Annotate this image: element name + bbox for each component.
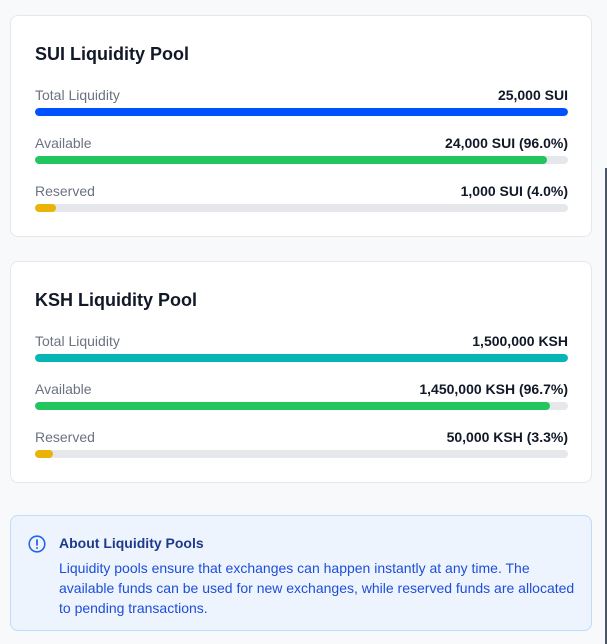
sui-liquidity-pool-card: SUI Liquidity Pool Total Liquidity 25,00…: [10, 15, 592, 237]
row-label: Available: [35, 381, 92, 397]
reserved-row: Reserved 50,000 KSH (3.3%): [35, 429, 568, 458]
reserved-row: Reserved 1,000 SUI (4.0%): [35, 183, 568, 212]
progress-track: [35, 450, 568, 458]
row-value: 25,000 SUI: [497, 87, 568, 103]
pool-title: KSH Liquidity Pool: [35, 290, 197, 310]
progress-track: [35, 354, 568, 362]
progress-track: [35, 156, 568, 164]
ksh-liquidity-pool-card: KSH Liquidity Pool Total Liquidity 1,500…: [10, 261, 592, 483]
row-label: Reserved: [35, 183, 95, 199]
row-label: Reserved: [35, 429, 95, 445]
info-circle-icon: [28, 535, 46, 553]
available-row: Available 24,000 SUI (96.0%): [35, 135, 568, 164]
pool-title: SUI Liquidity Pool: [35, 44, 189, 64]
row-value: 1,450,000 KSH (96.7%): [419, 381, 568, 397]
row-value: 24,000 SUI (96.0%): [445, 135, 568, 151]
scrollbar[interactable]: [605, 168, 607, 644]
progress-fill: [35, 204, 57, 212]
row-label: Total Liquidity: [35, 333, 120, 349]
progress-fill: [35, 402, 551, 410]
info-title: About Liquidity Pools: [59, 535, 204, 551]
info-body: Liquidity pools ensure that exchanges ca…: [59, 560, 575, 616]
progress-fill: [35, 108, 568, 116]
progress-track: [35, 204, 568, 212]
row-label: Total Liquidity: [35, 87, 120, 103]
progress-fill: [35, 450, 53, 458]
total-liquidity-row: Total Liquidity 1,500,000 KSH: [35, 333, 568, 362]
row-value: 1,000 SUI (4.0%): [460, 183, 568, 199]
total-liquidity-row: Total Liquidity 25,000 SUI: [35, 87, 568, 116]
row-value: 1,500,000 KSH: [472, 333, 568, 349]
progress-fill: [35, 354, 568, 362]
row-value: 50,000 KSH (3.3%): [446, 429, 568, 445]
progress-track: [35, 108, 568, 116]
progress-track: [35, 402, 568, 410]
available-row: Available 1,450,000 KSH (96.7%): [35, 381, 568, 410]
row-label: Available: [35, 135, 92, 151]
about-liquidity-pools-notice: About Liquidity Pools Liquidity pools en…: [10, 515, 592, 631]
progress-fill: [35, 156, 547, 164]
